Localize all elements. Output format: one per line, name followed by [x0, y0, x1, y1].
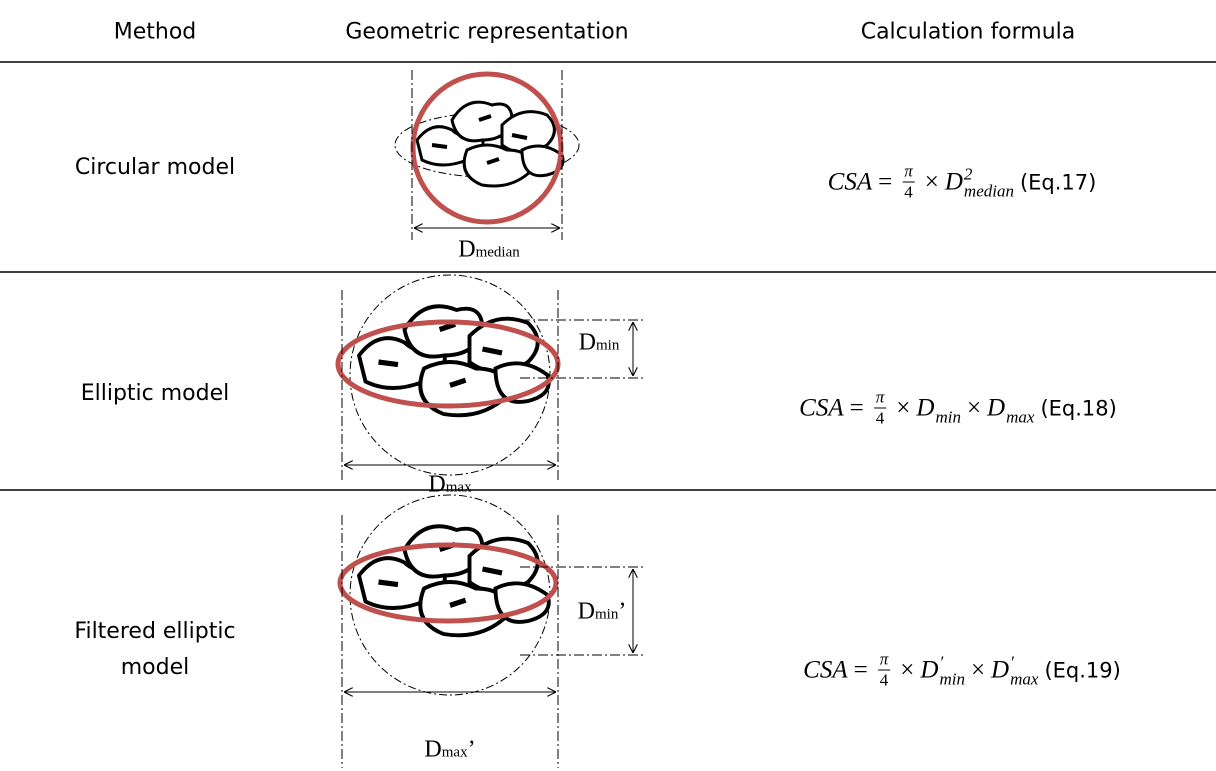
- superscript: [1006, 391, 1034, 408]
- subscript: min: [935, 407, 961, 426]
- operator: ×: [966, 394, 982, 421]
- denominator: 4: [904, 182, 913, 202]
- subscript: min: [939, 669, 965, 688]
- formula: CSA = π 4 × D min × D max (Eq.18): [799, 388, 1117, 429]
- filtered-diagram: [337, 494, 645, 768]
- symbol: D: [991, 656, 1010, 683]
- operator: ×: [896, 394, 911, 421]
- operator: ×: [970, 656, 986, 683]
- circular-diagram: [394, 70, 580, 240]
- subscript: max: [1010, 669, 1039, 688]
- superscript: 2: [963, 164, 973, 183]
- elliptic-diagram: [335, 274, 645, 482]
- label-sub: min: [595, 606, 619, 623]
- operator: ×: [900, 656, 915, 683]
- header: Calculation formula: [860, 19, 1076, 45]
- subscript: median: [963, 181, 1014, 200]
- method: Circular model: [74, 155, 236, 180]
- dim-label: Dmin: [579, 330, 620, 357]
- dim-label: Dmax: [428, 472, 471, 499]
- numerator: π: [877, 649, 891, 671]
- formula-lhs: CSA: [799, 394, 844, 421]
- scripts: ′ max: [1010, 653, 1038, 687]
- formula-eq: =: [849, 394, 864, 421]
- dim-label: Dmax’: [424, 737, 475, 764]
- symbol: D: [944, 168, 963, 195]
- numerator: π: [902, 161, 915, 183]
- scripts: min: [935, 391, 961, 425]
- subscript: max: [1006, 407, 1035, 426]
- label-main: D: [458, 236, 476, 263]
- formula: CSA = π 4 × D ′ min × D ′ max (Eq.19): [803, 650, 1121, 691]
- scripts: 2 median: [964, 165, 1014, 199]
- equation-ref: (Eq.18): [1040, 396, 1117, 420]
- fit-circle: [410, 71, 564, 225]
- dim-label: Dmin’: [578, 599, 627, 626]
- label-prime: ’: [467, 736, 476, 763]
- scripts: ′ min: [939, 653, 965, 687]
- symbol: D: [920, 656, 939, 683]
- formula-lhs: CSA: [827, 168, 873, 195]
- superscript: [935, 391, 961, 408]
- label-sub: max: [445, 479, 472, 496]
- label-sub: median: [475, 244, 520, 261]
- formula: CSA = π 4 × D 2 median (Eq.17): [828, 162, 1097, 203]
- label-prime: ’: [618, 598, 627, 625]
- numerator: π: [873, 387, 887, 409]
- header: Geometric representation: [345, 19, 629, 45]
- dim-label: Dmedian: [458, 237, 520, 264]
- header: Method: [113, 19, 197, 45]
- scripts: max: [1006, 391, 1034, 425]
- label-main: D: [428, 471, 446, 498]
- method: Filtered elliptic model: [74, 619, 236, 680]
- label-main: D: [578, 329, 596, 356]
- label-main: D: [577, 598, 595, 625]
- superscript: ′: [1010, 652, 1014, 671]
- denominator: 4: [875, 408, 885, 428]
- symbol: D: [916, 394, 935, 421]
- formula-eq: =: [853, 656, 868, 683]
- label-sub: min: [596, 337, 620, 354]
- operator: ×: [924, 168, 939, 195]
- method: Elliptic model: [80, 381, 230, 406]
- denominator: 4: [879, 670, 889, 690]
- symbol: D: [987, 394, 1006, 421]
- formula-eq: =: [878, 168, 893, 195]
- label-sub: max: [441, 744, 468, 761]
- superscript: ′: [939, 652, 944, 671]
- equation-ref: (Eq.17): [1019, 170, 1097, 194]
- formula-lhs: CSA: [803, 656, 848, 683]
- equation-ref: (Eq.19): [1044, 658, 1121, 682]
- label-main: D: [424, 736, 442, 763]
